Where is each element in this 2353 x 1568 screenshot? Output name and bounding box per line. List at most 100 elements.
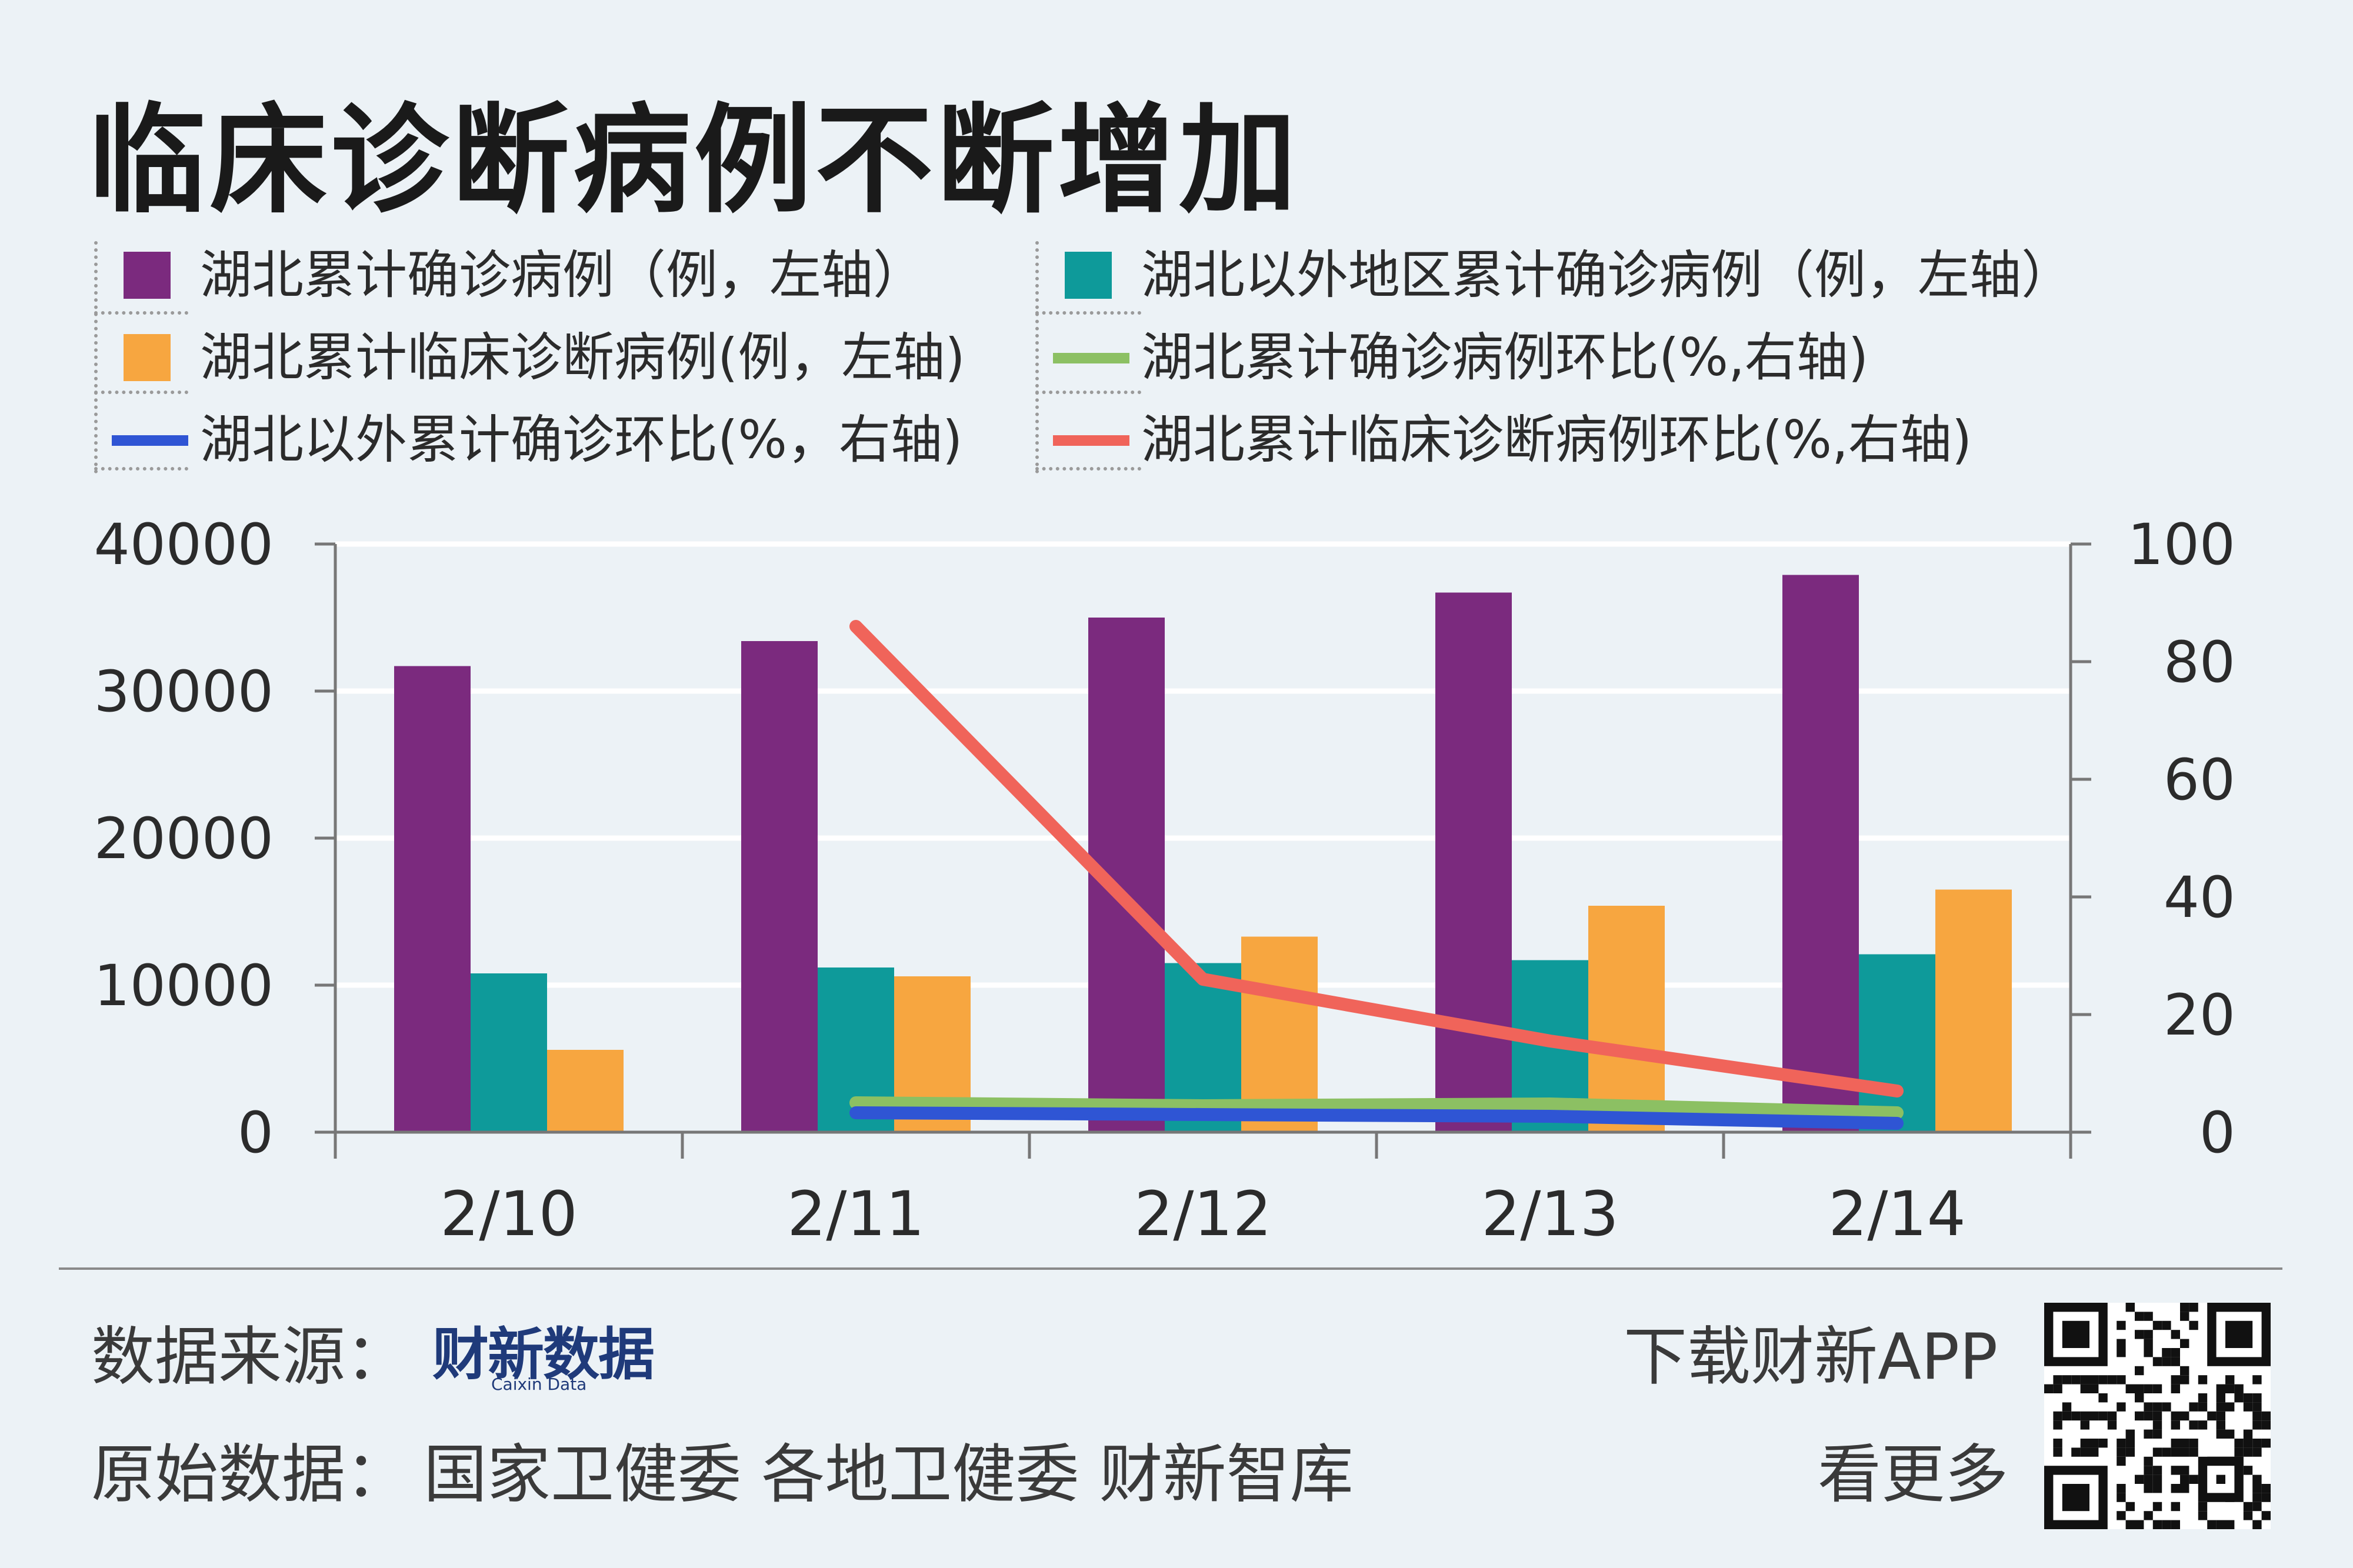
x-axis-tick-label: 2/13 — [1481, 1178, 1619, 1250]
legend-divider-2 — [94, 318, 188, 394]
qr-module — [2225, 1520, 2235, 1529]
qr-module — [2198, 1502, 2208, 1512]
logo-sub-text: Caixin Data — [491, 1374, 587, 1394]
qr-module — [2152, 1384, 2162, 1393]
qr-module — [2189, 1474, 2198, 1484]
x-axis-tick-label: 2/11 — [787, 1178, 925, 1250]
legend-label: 湖北累计确诊病例（例，左轴） — [200, 245, 925, 305]
qr-module — [2144, 1384, 2153, 1393]
qr-module — [2152, 1502, 2162, 1512]
qr-module — [2171, 1330, 2180, 1339]
qr-module — [2152, 1320, 2162, 1330]
qr-code-icon[interactable] — [2044, 1303, 2271, 1529]
qr-module — [2144, 1411, 2153, 1421]
left-axis-tick-label: 10000 — [94, 953, 274, 1019]
qr-module — [2135, 1366, 2144, 1376]
qr-module — [2135, 1411, 2144, 1421]
qr-module — [2089, 1375, 2099, 1384]
qr-module — [2171, 1384, 2180, 1393]
qr-module — [2189, 1320, 2198, 1330]
qr-module — [2252, 1520, 2262, 1529]
qr-module — [2152, 1520, 2162, 1529]
qr-module — [2089, 1447, 2099, 1457]
legend-divider-6 — [1035, 397, 1141, 471]
qr-module — [2125, 1384, 2135, 1393]
right-axis-tick-label: 80 — [2164, 629, 2235, 695]
qr-module — [2053, 1447, 2062, 1457]
logo-main-text: 财新数据 — [432, 1321, 655, 1387]
right-axis-tick-label: 60 — [2164, 747, 2235, 813]
left-axis-tick-label: 40000 — [94, 512, 274, 578]
qr-module — [2107, 1420, 2117, 1430]
legend-divider-3 — [94, 397, 188, 471]
legend-label: 湖北累计确诊病例环比(%,右轴) — [1141, 327, 1869, 388]
bar — [1782, 575, 1859, 1132]
qr-module — [2152, 1466, 2162, 1475]
qr-module — [2171, 1348, 2180, 1357]
qr-module — [2080, 1447, 2089, 1457]
qr-module — [2243, 1393, 2253, 1403]
qr-module — [2125, 1502, 2135, 1512]
legend-divider-5 — [1035, 318, 1141, 394]
series-line — [849, 1096, 1904, 1119]
qr-module — [2234, 1393, 2244, 1403]
qr-module — [2152, 1411, 2162, 1421]
legend-swatch-line — [112, 435, 188, 446]
qr-module — [2252, 1447, 2262, 1457]
qr-module — [2135, 1393, 2144, 1403]
source-label: 数据来源： — [91, 1320, 409, 1394]
qr-module — [2144, 1348, 2153, 1357]
qr-module — [2171, 1520, 2180, 1529]
legend-swatch-square — [1065, 252, 1112, 299]
qr-module — [2135, 1384, 2144, 1393]
qr-module — [2071, 1411, 2081, 1421]
qr-module — [2261, 1493, 2271, 1502]
qr-module — [2144, 1429, 2153, 1439]
qr-module — [2252, 1402, 2262, 1412]
qr-module — [2080, 1439, 2089, 1448]
qr-module — [2171, 1420, 2180, 1430]
qr-module — [2117, 1484, 2126, 1493]
qr-module — [2098, 1439, 2108, 1448]
qr-module — [2198, 1420, 2208, 1430]
qr-module — [2162, 1520, 2171, 1529]
qr-module — [2152, 1484, 2162, 1493]
qr-module — [2225, 1402, 2235, 1412]
qr-module — [2144, 1484, 2153, 1493]
qr-module — [2152, 1402, 2162, 1412]
qr-module — [2216, 1520, 2225, 1529]
qr-module — [2216, 1402, 2225, 1412]
bar — [741, 641, 818, 1132]
qr-module — [2189, 1439, 2198, 1448]
qr-module — [2053, 1375, 2062, 1384]
qr-module — [2252, 1393, 2262, 1403]
qr-module — [2189, 1402, 2198, 1412]
qr-module — [2252, 1502, 2262, 1512]
qr-module — [2180, 1339, 2189, 1348]
qr-module — [2171, 1447, 2180, 1457]
qr-module — [2180, 1312, 2189, 1321]
qr-module — [2171, 1466, 2180, 1475]
qr-module — [2089, 1384, 2099, 1393]
axis-layer: 0 10000 20000 30000 40000 0 20 40 60 80 100 2/10 2/1… — [94, 512, 2235, 1250]
qr-module — [2189, 1447, 2198, 1457]
qr-module — [2062, 1411, 2072, 1421]
qr-module — [2080, 1384, 2089, 1393]
qr-module — [2171, 1439, 2180, 1448]
page-title: 临床诊断病例不断增加 — [88, 92, 1301, 229]
bar — [471, 973, 547, 1132]
qr-module — [2053, 1420, 2062, 1430]
qr-module — [2117, 1456, 2126, 1466]
qr-module — [2080, 1375, 2089, 1384]
left-axis-tick-label: 30000 — [94, 659, 274, 725]
combo-chart: 0 10000 20000 30000 40000 0 20 40 60 80 100 2/10 2/1… — [94, 512, 2235, 1250]
qr-module — [2044, 1384, 2054, 1393]
qr-module — [2117, 1348, 2126, 1357]
app-more-text: 看更多 — [1818, 1438, 2009, 1512]
qr-module — [2117, 1439, 2126, 1448]
qr-module — [2216, 1411, 2225, 1421]
x-axis-tick-label: 2/10 — [440, 1178, 578, 1250]
legend-label: 湖北累计临床诊断病例环比(%,右轴) — [1141, 409, 1972, 470]
qr-module — [2252, 1420, 2262, 1430]
qr-module — [2252, 1439, 2262, 1448]
